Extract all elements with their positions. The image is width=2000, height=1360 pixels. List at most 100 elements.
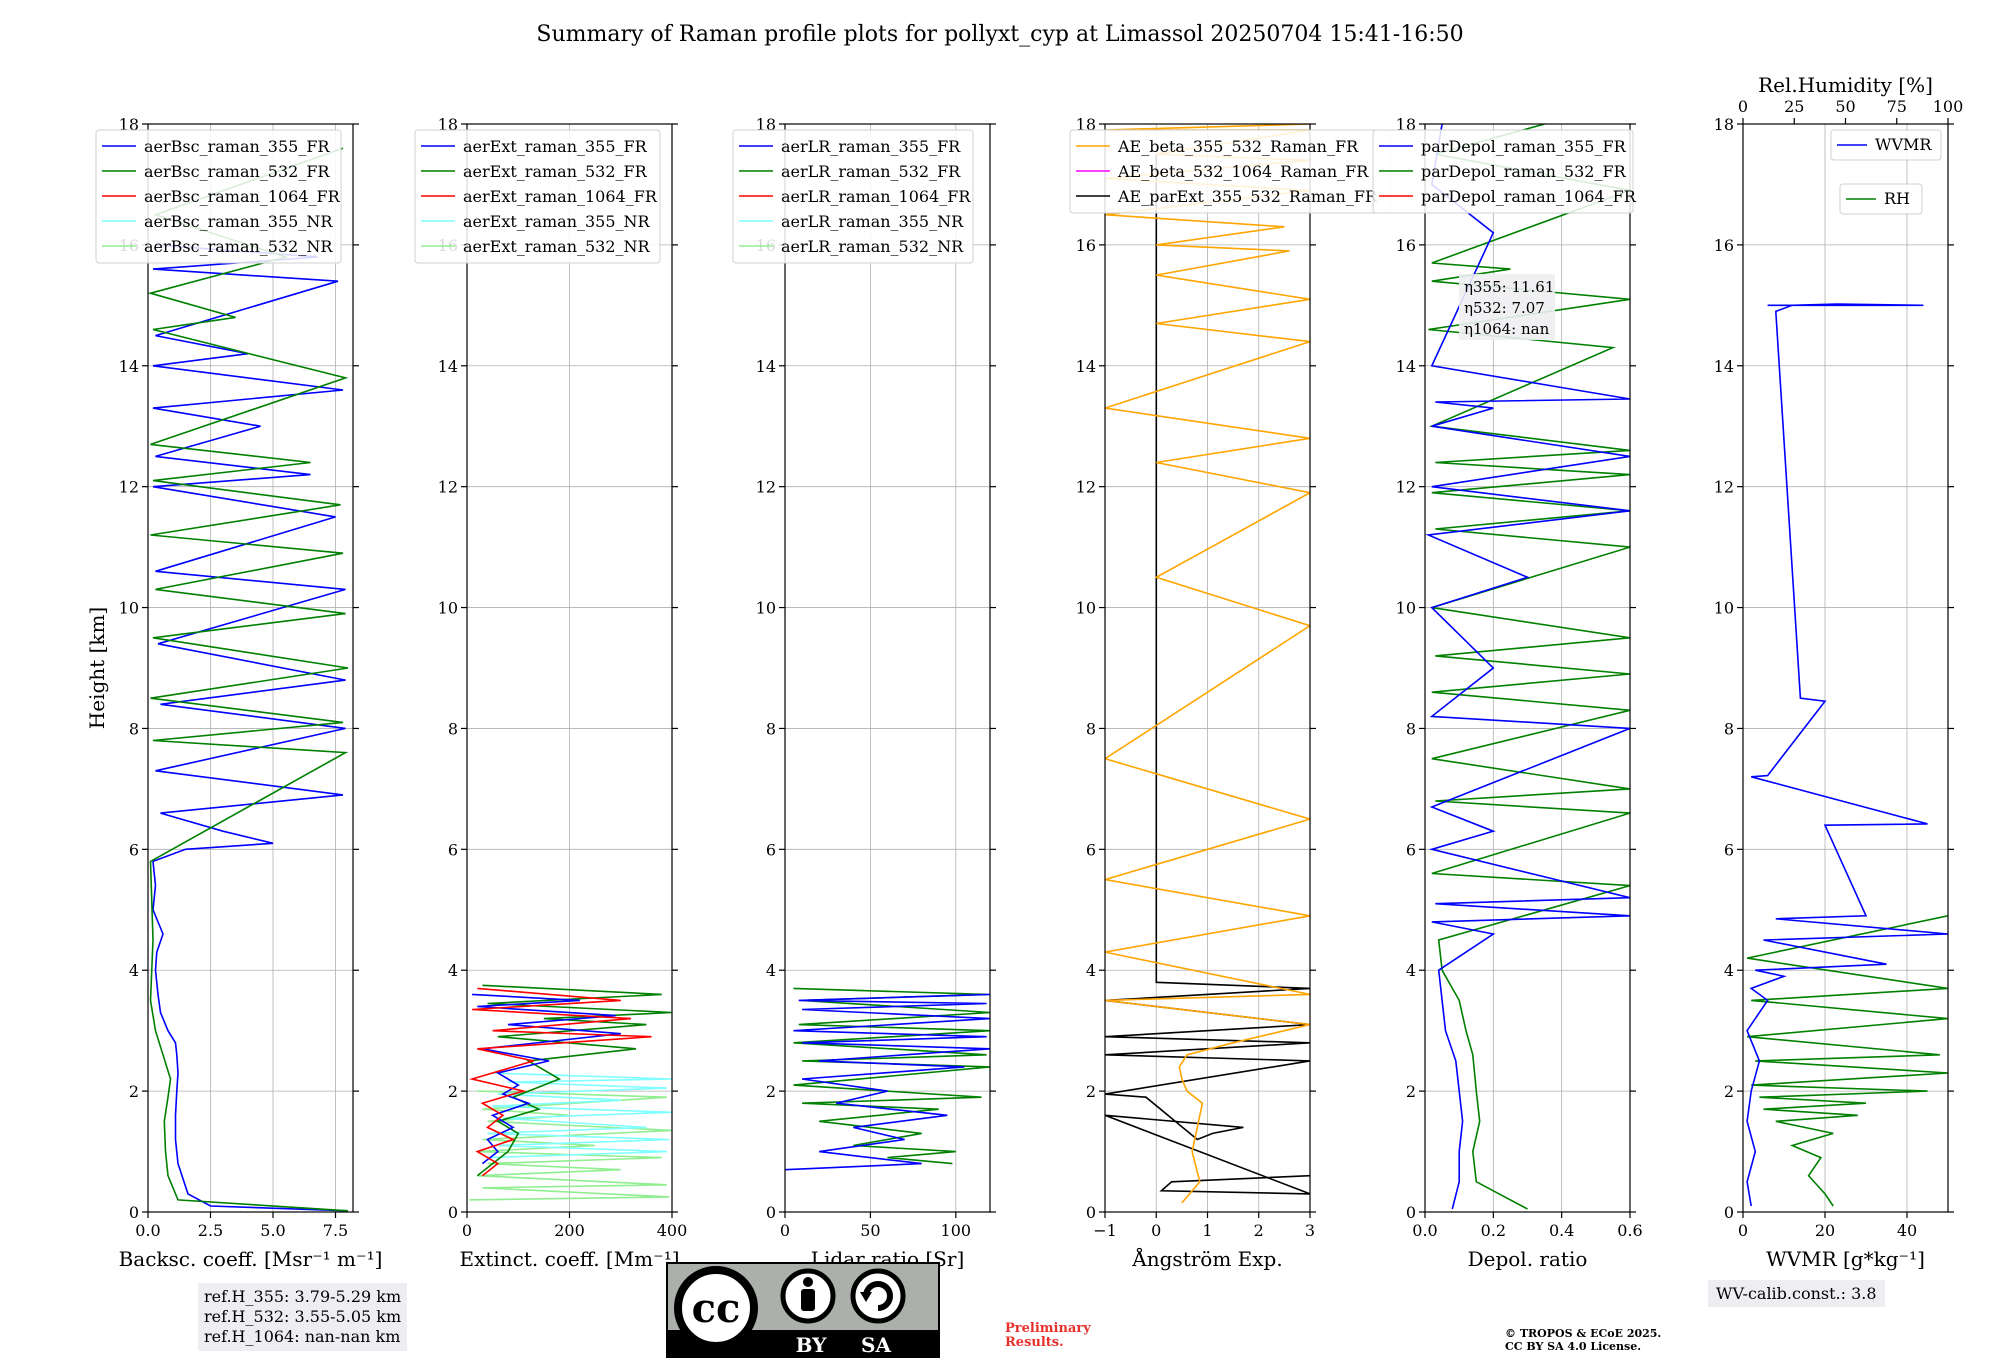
y-tick-label: 8	[1406, 719, 1416, 738]
chart-panel-3: 024681012141618050100Lidar ratio [Sr]aer…	[732, 115, 996, 1271]
x-tick-label: 2.5	[198, 1221, 223, 1240]
legend-label: parDepol_raman_1064_FR	[1421, 187, 1637, 206]
y-tick-label: 14	[1396, 357, 1416, 376]
x-tick-label: 0.2	[1481, 1221, 1506, 1240]
x-tick-label: 40	[1897, 1221, 1917, 1240]
cc-by-sa-badge-icon: cc BY SA	[666, 1262, 940, 1358]
y-axis-label: Height [km]	[85, 607, 109, 729]
y-tick-label: 4	[448, 961, 458, 980]
y-tick-label: 2	[448, 1082, 458, 1101]
y-tick-label: 0	[1086, 1203, 1096, 1222]
legend-box	[414, 129, 661, 264]
legend-label: aerBsc_raman_532_NR	[144, 237, 333, 256]
preliminary-line-2: Results.	[1005, 1335, 1064, 1350]
x-tick-label: −1	[1093, 1221, 1117, 1240]
x-tick-label: 2	[1254, 1221, 1264, 1240]
x-tick-label: 0.4	[1549, 1221, 1574, 1240]
y-tick-label: 18	[438, 115, 458, 134]
legend-box	[1839, 183, 1923, 215]
y-tick-label: 10	[756, 599, 776, 618]
y-tick-label: 12	[1396, 478, 1416, 497]
y-tick-label: 8	[766, 719, 776, 738]
y-tick-label: 12	[756, 478, 776, 497]
chart-panel-5: 0 2 4 6 8 10 12 14 16 18 0.0 0.2 0.4 0.6 Depol. ratio p…	[1372, 115, 1643, 1271]
legend-label: aerLR_raman_355_NR	[781, 212, 964, 231]
x-tick-label: 0.6	[1617, 1221, 1642, 1240]
y-tick-label: 4	[129, 961, 139, 980]
y-tick-label: 14	[1076, 357, 1096, 376]
x-tick-label: 0	[780, 1221, 790, 1240]
legend-label: aerBsc_raman_355_FR	[144, 137, 330, 156]
y-tick-label: 4	[1086, 961, 1096, 980]
annotation-box	[1459, 274, 1555, 340]
x-tick-label: 400	[657, 1221, 688, 1240]
y-tick-label: 12	[119, 478, 139, 497]
x-tick-label: 1	[1202, 1221, 1212, 1240]
figure-title: Summary of Raman profile plots for polly…	[536, 22, 1464, 47]
x-axis-label: Extinct. coeff. [Mm⁻¹]	[459, 1247, 679, 1271]
y-tick-label: 8	[129, 719, 139, 738]
y-tick-label: 10	[438, 599, 458, 618]
x-tick-label: 0	[1738, 1221, 1748, 1240]
legend-label: aerExt_raman_355_NR	[463, 212, 651, 231]
y-tick-label: 18	[119, 115, 139, 134]
x-tick-label: 0.0	[135, 1221, 160, 1240]
y-tick-label: 2	[1086, 1082, 1096, 1101]
legend: aerExt_raman_355_FR aerExt_raman_532_FRae…	[414, 129, 661, 264]
legend-box	[732, 129, 974, 264]
x-tick-label: 100	[941, 1221, 972, 1240]
legend-label: aerBsc_raman_355_NR	[144, 212, 333, 231]
x-tick-label: 0	[462, 1221, 472, 1240]
legend-label: aerBsc_raman_1064_FR	[144, 187, 341, 206]
y-tick-label: 6	[766, 840, 776, 859]
y-tick-label: 14	[438, 357, 458, 376]
y-tick-label: 4	[1406, 961, 1416, 980]
y-tick-label: 16	[1076, 236, 1096, 255]
y-tick-label: 6	[129, 840, 139, 859]
y-tick-label: 8	[1086, 719, 1096, 738]
y-tick-label: 18	[1396, 115, 1416, 134]
series-line-aerExt_raman_355_NR	[487, 1072, 672, 1159]
y-tick-label: 2	[1406, 1082, 1416, 1101]
legend: AE_beta_355_532_Raman_FR AE_beta_532_1064…	[1069, 129, 1391, 214]
x-tick-label: 50	[860, 1221, 880, 1240]
x-tick-label: 3	[1305, 1221, 1315, 1240]
y-tick-label: 18	[756, 115, 776, 134]
legend-label: aerExt_raman_1064_FR	[463, 187, 658, 206]
preliminary-note: Preliminary Results.	[1005, 1322, 1091, 1350]
top-x-tick-label: 75	[1887, 97, 1907, 116]
y-tick-label: 0	[1406, 1203, 1416, 1222]
reference-height-box: ref.H_355: 3.79-5.29 km ref.H_532: 3.55-…	[198, 1283, 408, 1351]
x-tick-label: 5.0	[260, 1221, 285, 1240]
legend-label: aerLR_raman_532_NR	[781, 237, 964, 256]
top-x-tick-label: 50	[1835, 97, 1855, 116]
series-line-RH	[1746, 915, 1948, 1207]
y-tick-label: 18	[1714, 115, 1734, 134]
y-tick-label: 6	[1086, 840, 1096, 859]
ref-line-532: ref.H_532: 3.55-5.05 km	[204, 1307, 402, 1326]
y-tick-label: 12	[1714, 478, 1734, 497]
plot-frame	[784, 123, 991, 1213]
x-tick-label: 0	[1151, 1221, 1161, 1240]
series-line-aerLR_raman_355_FR	[785, 993, 990, 1171]
legend-label: AE_beta_532_1064_Raman_FR	[1117, 162, 1369, 181]
preliminary-line-1: Preliminary	[1005, 1321, 1091, 1336]
y-tick-label: 14	[756, 357, 776, 376]
copyright-line-1: © TROPOS & ECoE 2025.	[1505, 1327, 1662, 1340]
y-tick-label: 16	[1714, 236, 1734, 255]
legend-label: aerBsc_raman_532_FR	[144, 162, 330, 181]
y-tick-label: 2	[129, 1082, 139, 1101]
y-tick-label: 0	[129, 1203, 139, 1222]
series-line-aerBsc_raman_355_FR	[152, 244, 349, 1212]
legend-label: parDepol_raman_532_FR	[1421, 162, 1627, 181]
y-tick-label: 0	[1724, 1203, 1734, 1222]
legend: aerLR_raman_355_FR aerLR_raman_532_FR aerL…	[732, 129, 974, 264]
legend-box	[1830, 129, 1942, 161]
y-tick-label: 10	[1714, 599, 1734, 618]
y-tick-label: 2	[1724, 1082, 1734, 1101]
series-line-aerLR_raman_532_FR	[793, 987, 990, 1165]
y-tick-label: 2	[766, 1082, 776, 1101]
cc-badge-cc-text: cc	[692, 1285, 741, 1332]
x-axis-label: Depol. ratio	[1468, 1247, 1588, 1271]
x-axis-label: Backsc. coeff. [Msr⁻¹ m⁻¹]	[119, 1247, 383, 1271]
